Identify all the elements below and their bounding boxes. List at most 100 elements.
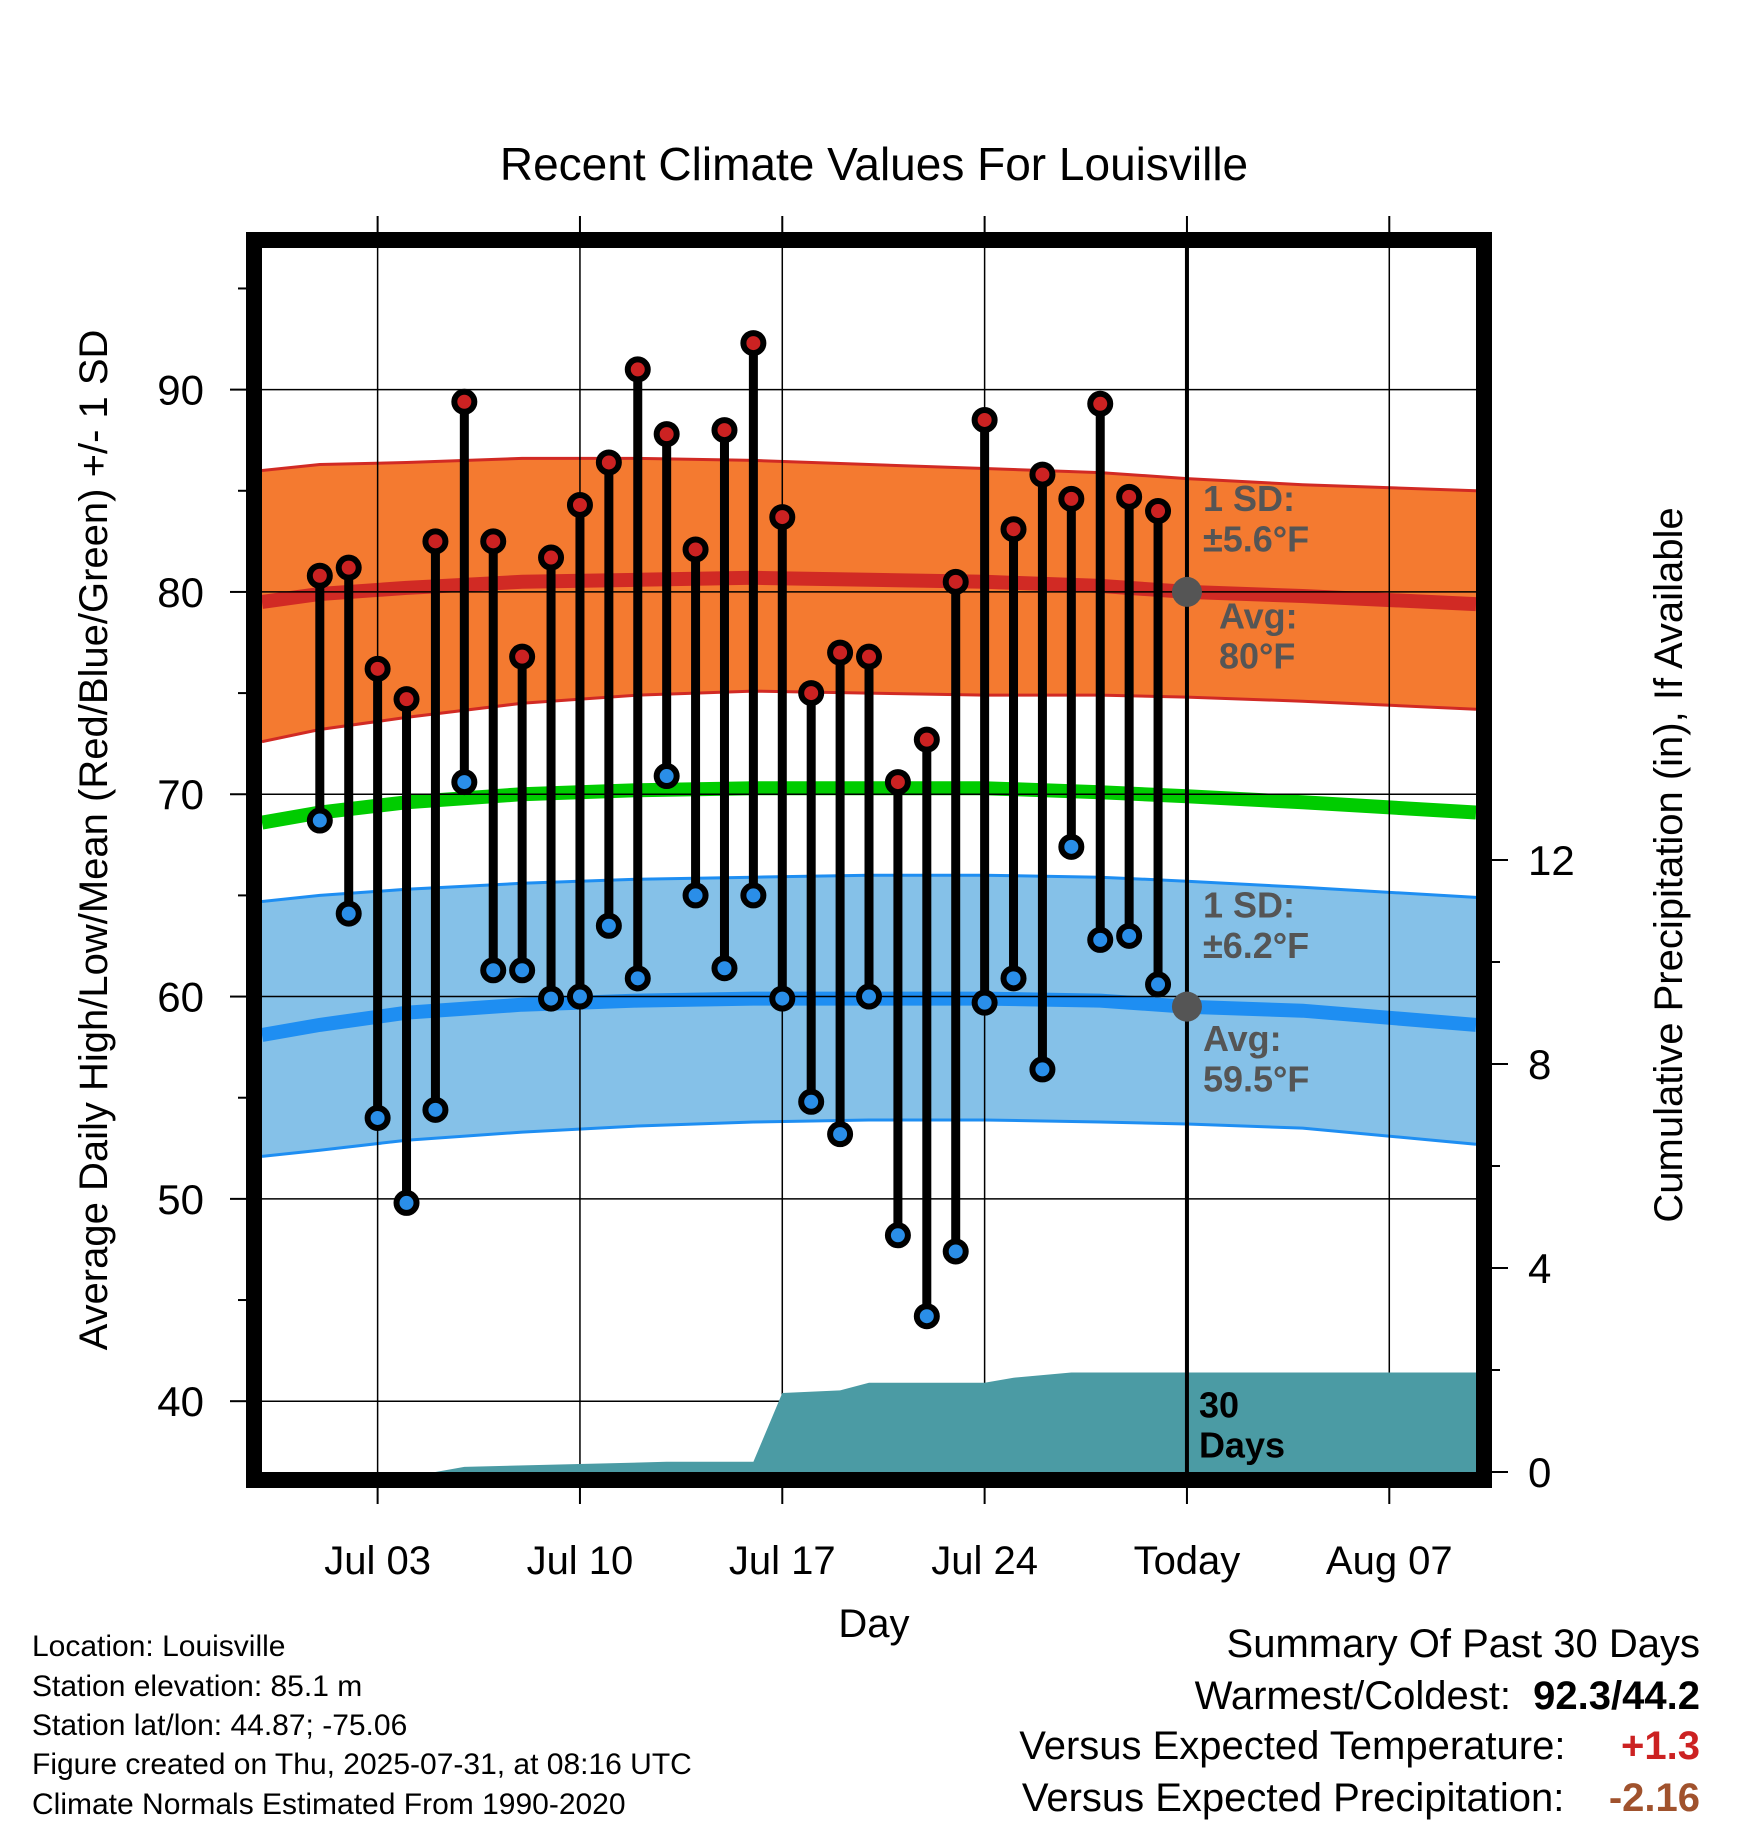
low-sd-label-line2: ±6.2°F — [1203, 925, 1309, 966]
y-axis-label: Average Daily High/Low/Mean (Red/Blue/Gr… — [72, 330, 116, 1351]
created-text: Figure created on Thu, 2025-07-31, at 08… — [32, 1748, 692, 1781]
location-text: Location: Louisville — [32, 1630, 286, 1663]
low-avg-label-line1: Avg: — [1203, 1018, 1282, 1059]
high-point — [1029, 461, 1056, 488]
x-tick-label: Today — [1134, 1539, 1241, 1583]
high-point — [711, 417, 738, 444]
high-point — [884, 769, 911, 796]
low-point — [682, 882, 709, 909]
y2-tick-label: 4 — [1528, 1245, 1551, 1292]
temp-value: +1.3 — [1621, 1724, 1700, 1768]
low-sd-band — [262, 875, 1476, 1157]
low-point — [711, 955, 738, 982]
elevation-text: Station elevation: 85.1 m — [32, 1670, 363, 1703]
high-point — [566, 491, 593, 518]
high-avg-marker — [1171, 576, 1202, 607]
high-sd-label-line1: 1 SD: — [1203, 478, 1295, 519]
high-point — [798, 680, 825, 707]
high-sd-label-line2: ±5.6°F — [1203, 518, 1309, 559]
low-avg-label-line2: 59.5°F — [1203, 1059, 1309, 1100]
low-avg-label: Avg: 59.5°F — [1203, 1018, 1309, 1099]
high-point — [1000, 516, 1027, 543]
x-tick-label: Jul 24 — [931, 1539, 1038, 1583]
summary-warm-cold: Warmest/Coldest: 92.3/44.2 — [1195, 1674, 1700, 1718]
high-point — [538, 544, 565, 571]
high-avg-label: Avg: 80°F — [1219, 595, 1298, 676]
summary-precip: Versus Expected Precipitation: -2.16 — [1022, 1776, 1700, 1820]
y-tick-label: 80 — [157, 569, 204, 616]
high-sd-upper-line — [262, 456, 1476, 493]
high-point — [595, 449, 622, 476]
latlon-text: Station lat/lon: 44.87; -75.06 — [32, 1709, 408, 1742]
high-point — [422, 528, 449, 555]
low-point — [393, 1189, 420, 1216]
high-point — [913, 726, 940, 753]
summary-temp: Versus Expected Temperature: +1.3 — [1019, 1724, 1700, 1768]
y-tick-label: 50 — [157, 1176, 204, 1223]
low-point — [624, 965, 651, 992]
low-point — [422, 1096, 449, 1123]
high-point — [451, 388, 478, 415]
low-point — [480, 957, 507, 984]
y-tick-label: 90 — [157, 367, 204, 414]
low-point — [856, 983, 882, 1010]
high-sd-label: 1 SD: ±5.6°F — [1203, 478, 1309, 559]
high-avg-label-line1: Avg: — [1219, 595, 1298, 636]
warm-cold-label: Warmest/Coldest: — [1194, 1674, 1511, 1718]
low-point — [509, 957, 536, 984]
high-point — [1145, 498, 1172, 525]
temp-label: Versus Expected Temperature: — [1019, 1724, 1566, 1768]
x-tick-label: Jul 17 — [729, 1539, 836, 1583]
low-point — [942, 1238, 969, 1265]
low-point — [451, 769, 478, 796]
low-point — [566, 983, 593, 1010]
low-point — [1029, 1056, 1056, 1083]
y-tick-label: 60 — [157, 974, 204, 1021]
high-point — [653, 421, 680, 448]
y2-axis-label: Cumulative Precipitation (in), If Availa… — [1647, 507, 1691, 1222]
low-point — [1145, 971, 1172, 998]
x-axis-label: Day — [838, 1602, 909, 1646]
low-point — [335, 900, 362, 927]
high-point — [1116, 483, 1143, 510]
window-label-line2: Days — [1199, 1425, 1285, 1466]
low-point — [595, 912, 622, 939]
high-point — [682, 536, 709, 563]
x-tick-label: Jul 03 — [324, 1539, 431, 1583]
y2-tick-label: 8 — [1528, 1041, 1551, 1088]
chart-title: Recent Climate Values For Louisville — [500, 138, 1248, 190]
high-point — [856, 643, 882, 670]
low-point — [1000, 965, 1027, 992]
high-avg-label-line2: 80°F — [1219, 636, 1295, 677]
low-point — [913, 1303, 940, 1330]
x-tick-label: Jul 10 — [527, 1539, 634, 1583]
precip-value: -2.16 — [1608, 1776, 1700, 1820]
y-tick-label: 70 — [157, 771, 204, 818]
normals-text: Climate Normals Estimated From 1990-2020 — [32, 1788, 626, 1821]
low-point — [827, 1121, 854, 1148]
warm-cold-value: 92.3/44.2 — [1533, 1674, 1700, 1718]
low-avg-marker — [1171, 991, 1202, 1022]
window-label-line1: 30 — [1199, 1384, 1239, 1425]
high-point — [393, 686, 420, 713]
high-point — [971, 406, 998, 433]
low-point — [364, 1104, 391, 1131]
high-point — [740, 330, 767, 357]
low-point — [653, 763, 680, 790]
low-sd-label: 1 SD: ±6.2°F — [1203, 885, 1309, 966]
high-point — [942, 568, 969, 595]
precip-label: Versus Expected Precipitation: — [1021, 1776, 1565, 1820]
high-point — [1087, 390, 1114, 417]
x-tick-label: Aug 07 — [1326, 1539, 1453, 1583]
summary-title: Summary Of Past 30 Days — [1226, 1622, 1700, 1666]
high-point — [1058, 485, 1085, 512]
y-tick-label: 40 — [157, 1378, 204, 1425]
low-point — [740, 882, 767, 909]
low-point — [1116, 922, 1143, 949]
high-point — [509, 643, 536, 670]
window-label: 30 Days — [1199, 1384, 1285, 1465]
low-sd-label-line1: 1 SD: — [1203, 885, 1295, 926]
high-point — [306, 562, 333, 589]
high-point — [364, 655, 391, 682]
